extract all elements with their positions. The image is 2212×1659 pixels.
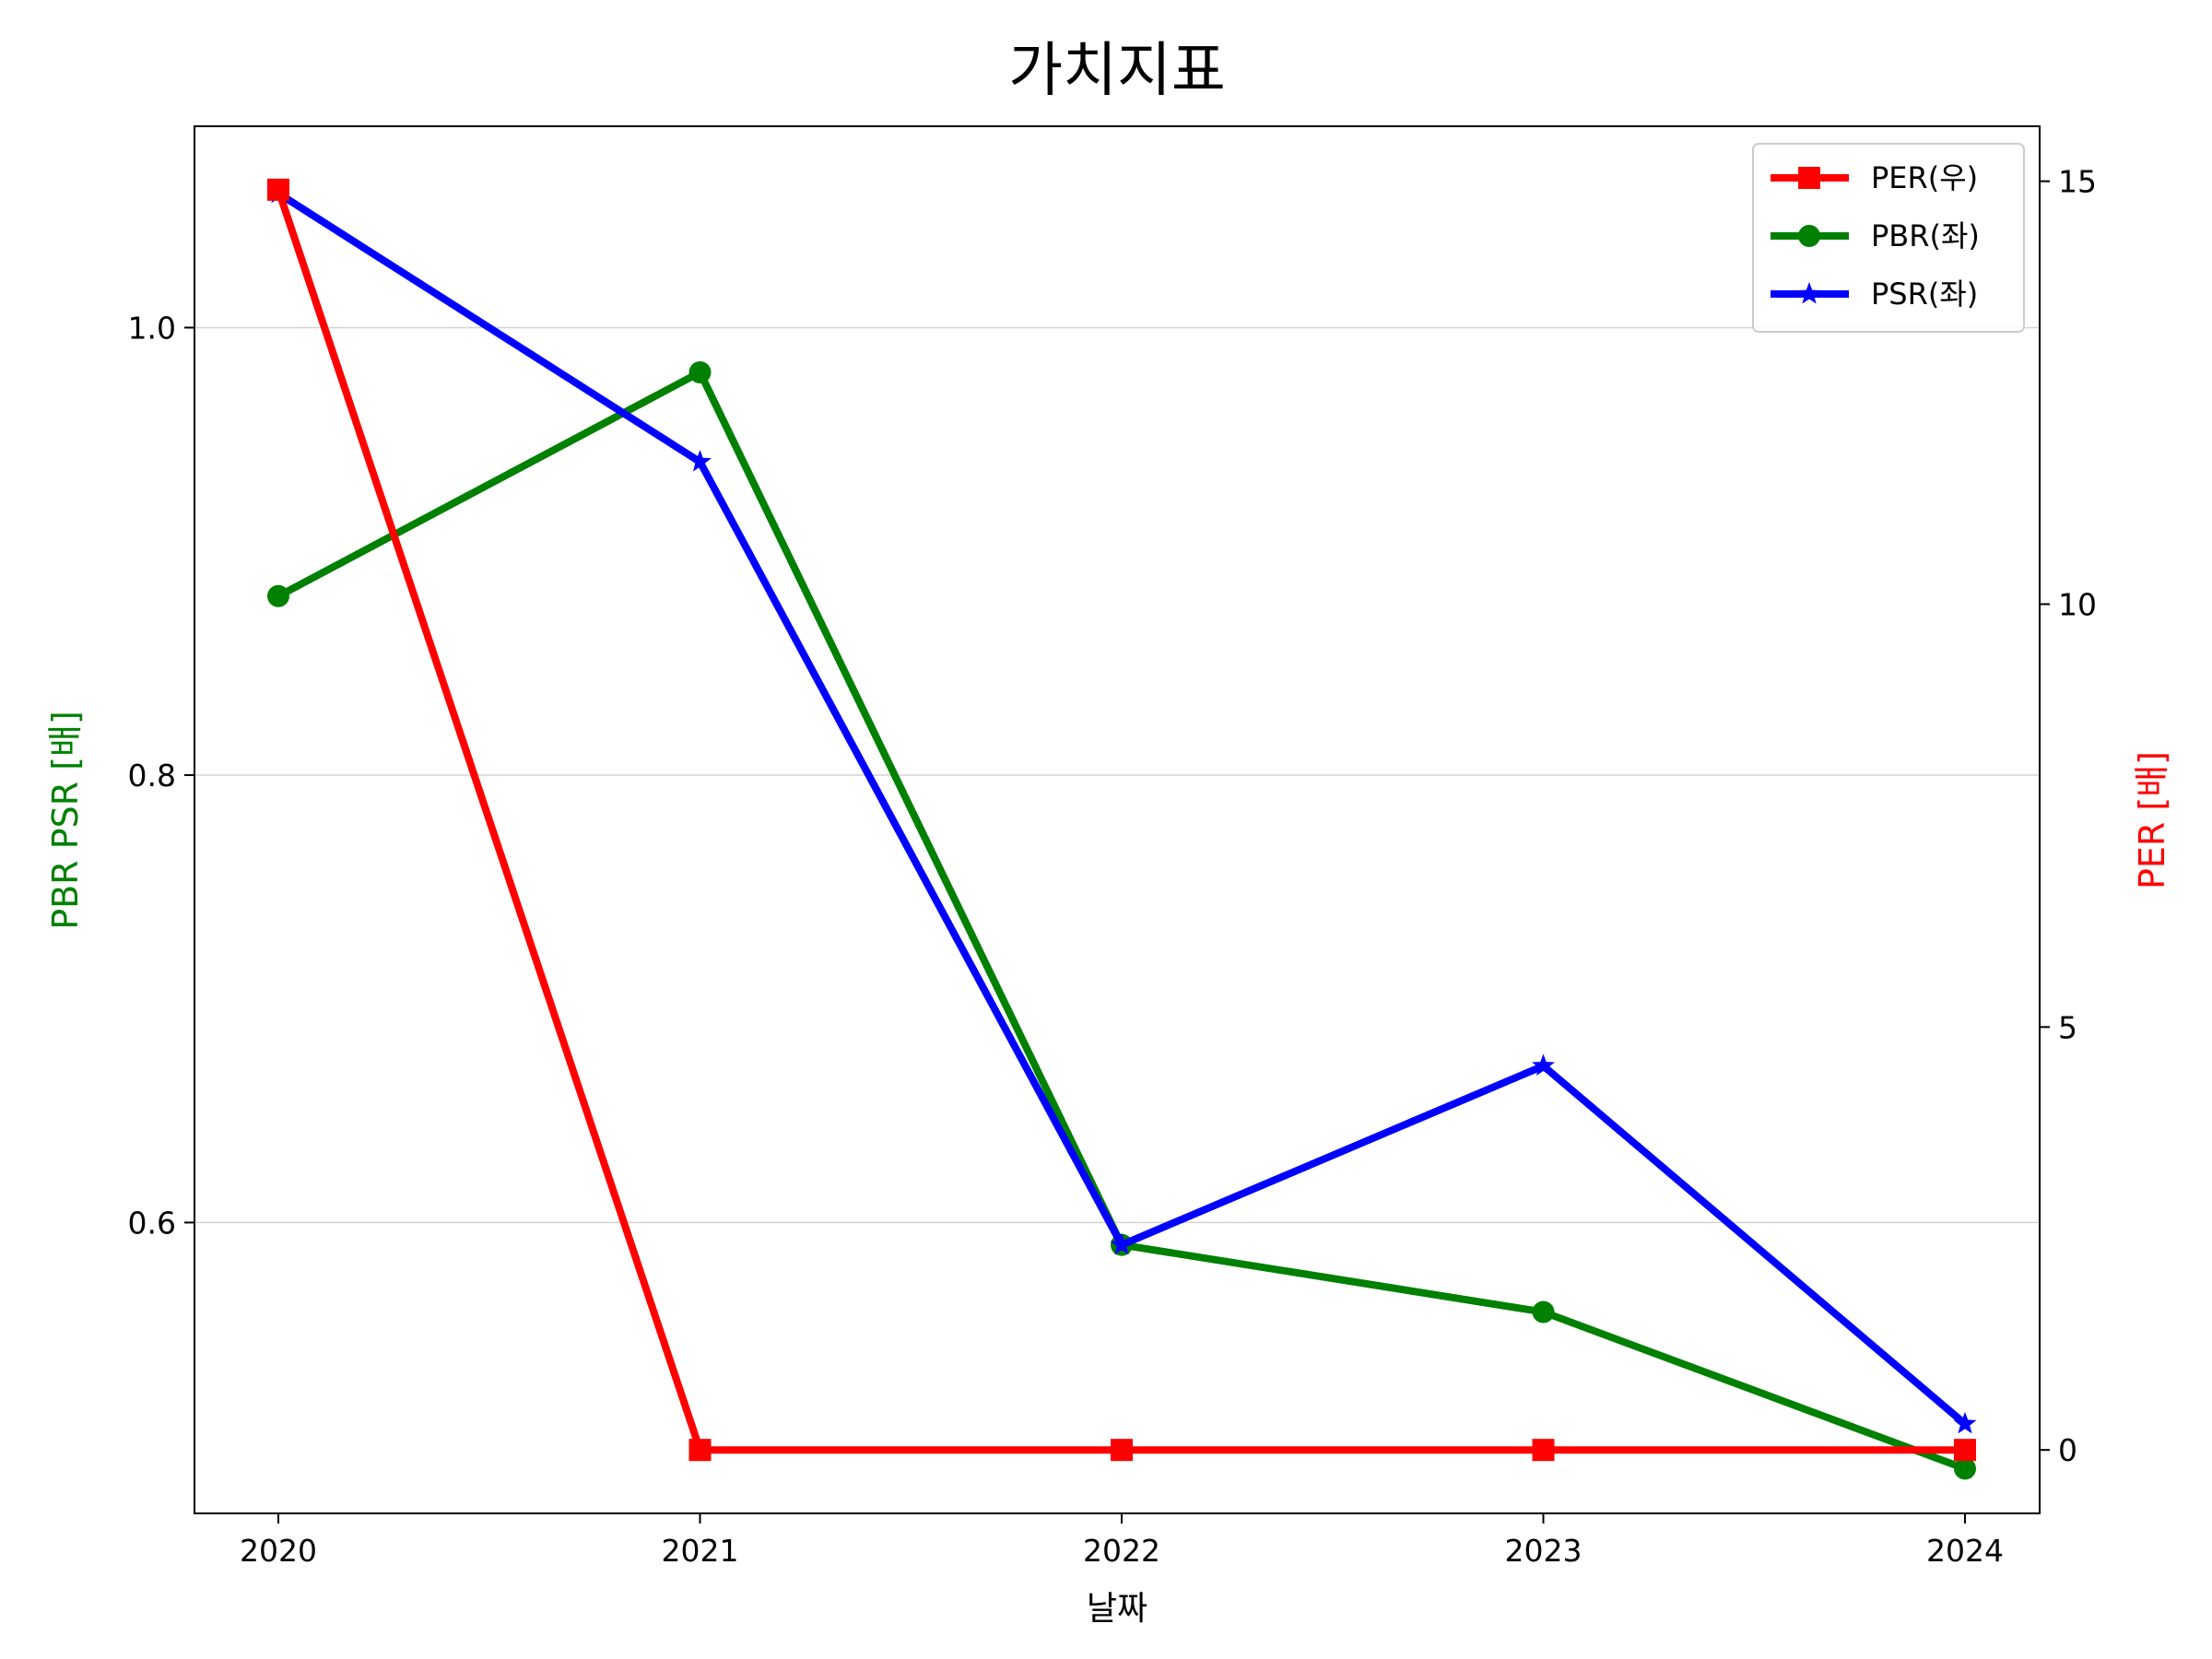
chart-title: 가치지표 [1008,37,1226,105]
y-right-tick-label: 0 [2058,1432,2077,1468]
x-tick-label: 2024 [1926,1533,2004,1569]
data-point-pbr [688,361,712,384]
legend-swatch-marker [1798,167,1820,189]
data-point-pbr [1532,1300,1555,1324]
data-point-pbr [267,584,289,607]
legend-label: PSR(좌) [1871,276,1978,312]
x-tick-label: 2022 [1083,1533,1160,1569]
x-axis-label: 날짜 [1087,1590,1147,1628]
data-point-per [688,1439,712,1462]
y-axis-right-label: PER [배] [2132,751,2172,889]
y-right-tick-label: 10 [2058,586,2097,622]
data-point-psr [1532,1053,1555,1076]
x-tick-label: 2021 [662,1533,739,1569]
x-axis: 2020 2021 2022 2023 2024 [240,1513,2004,1569]
series-per [267,178,1976,1462]
x-tick-label: 2020 [240,1533,317,1569]
legend-swatch-marker [1797,282,1821,304]
legend-item-per: PER(우) [1771,160,1978,195]
data-point-per [1954,1439,1976,1462]
legend[interactable]: PER(우) PBR(좌) PSR(좌) [1752,143,2025,333]
y-left-tick-label: 1.0 [128,310,176,346]
legend-box [1752,143,2025,333]
data-point-per [1532,1439,1555,1462]
series-psr [266,181,1977,1434]
y-axis-left: 0.6 0.8 1.0 [128,310,194,1241]
series-layer [266,178,1977,1480]
data-point-per [1111,1439,1133,1462]
legend-swatch-marker [1798,225,1820,247]
series-line-per [275,185,1969,1454]
data-point-per [267,178,289,201]
legend-label: PBR(좌) [1871,218,1980,253]
data-point-psr [1110,1232,1134,1255]
data-point-psr [1953,1411,1977,1434]
legend-label: PER(우) [1871,160,1978,195]
data-point-psr [688,450,712,472]
y-axis-right: 0 5 10 15 [2040,164,2097,1468]
plot-frame [194,125,2041,1514]
legend-item-pbr: PBR(좌) [1771,218,1980,253]
y-right-tick-label: 15 [2058,164,2097,200]
series-line-pbr [275,369,1969,1473]
y-axis-left-label: PBR PSR [배] [45,711,86,930]
x-tick-label: 2023 [1505,1533,1583,1569]
data-point-pbr [1954,1457,1976,1480]
legend-item-psr: PSR(좌) [1771,276,1978,312]
y-right-tick-label: 5 [2058,1009,2077,1045]
y-left-tick-label: 0.6 [128,1205,176,1241]
y-left-tick-label: 0.8 [128,758,176,794]
